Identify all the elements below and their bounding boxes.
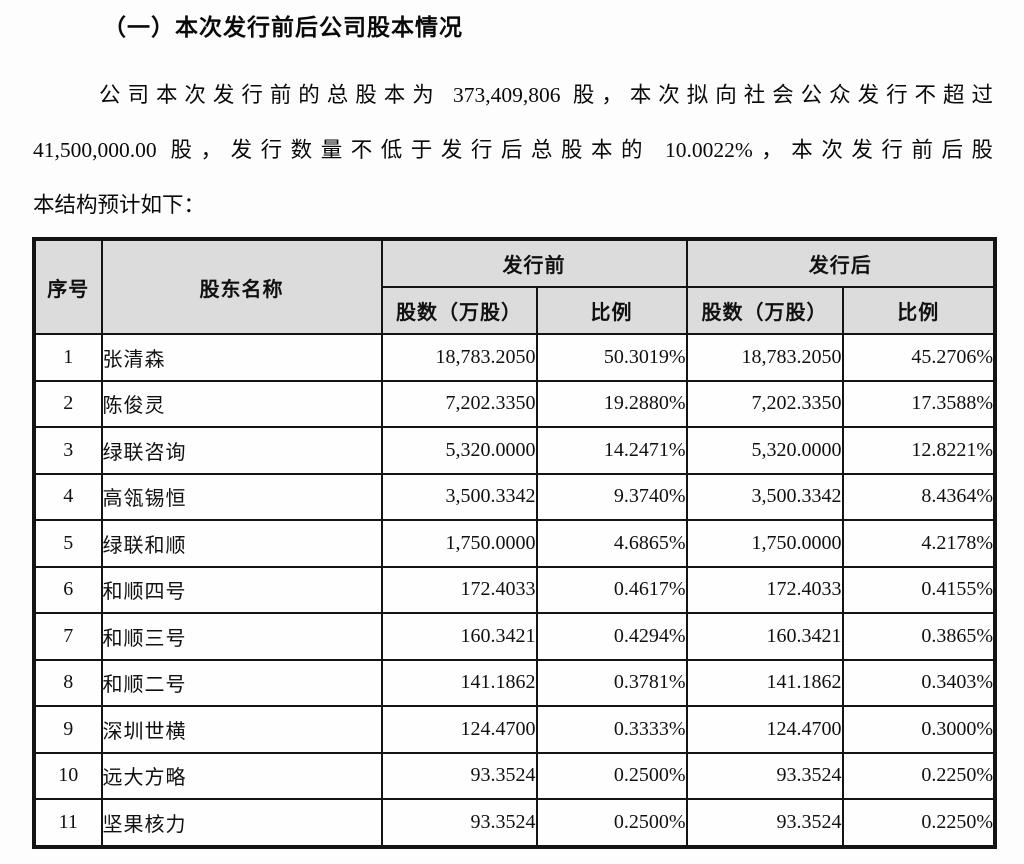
cell-shareholder-name: 和顺二号: [100, 658, 383, 707]
cell-shareholder-name: 坚果核力: [100, 798, 383, 847]
cell-shares-before: 18,783.2050: [380, 333, 538, 382]
cell-ratio-before: 4.6865%: [535, 519, 688, 568]
shareholder-row: 6 和顺四号 172.4033 0.4617% 172.4033 0.4155%: [33, 565, 996, 614]
cell-index: 4: [33, 472, 103, 521]
cell-shareholder-name: 和顺四号: [100, 565, 383, 614]
shareholder-row: 4 高瓴锡恒 3,500.3342 9.3740% 3,500.3342 8.4…: [33, 472, 996, 521]
cell-ratio-after: 0.2250%: [841, 751, 996, 800]
cell-shares-before: 3,500.3342: [380, 472, 538, 521]
shareholder-row: 11 坚果核力 93.3524 0.2500% 93.3524 0.2250%: [33, 798, 996, 847]
col-header-shares-before: 股数（万股）: [380, 286, 538, 335]
paragraph-line-2: 41,500,000.00 股，发行数量不低于发行后总股本的 10.0022%，…: [33, 138, 993, 162]
cell-shares-after: 93.3524: [685, 751, 844, 800]
col-group-before-issue: 发行前: [380, 238, 688, 288]
cell-index: 5: [33, 519, 103, 568]
cell-shares-before: 7,202.3350: [380, 379, 538, 428]
cell-ratio-before: 0.3333%: [535, 705, 688, 754]
paragraph-line-1: 公司本次发行前的总股本为 373,409,806 股，本次拟向社会公众发行不超过: [99, 83, 993, 107]
cell-shares-after: 3,500.3342: [685, 472, 844, 521]
cell-shares-after: 93.3524: [685, 798, 844, 847]
table-header-row-groups: 序号 股东名称 发行前 发行后: [33, 238, 996, 335]
col-group-after-issue: 发行后: [685, 238, 996, 288]
cell-shareholder-name: 和顺三号: [100, 612, 383, 661]
cell-ratio-before: 0.3781%: [535, 658, 688, 707]
cell-ratio-before: 14.2471%: [535, 426, 688, 475]
cell-shareholder-name: 绿联咨询: [100, 426, 383, 475]
cell-ratio-after: 0.3865%: [841, 612, 996, 661]
cell-shares-after: 5,320.0000: [685, 426, 844, 475]
cell-shares-before: 172.4033: [380, 565, 538, 614]
cell-ratio-after: 12.8221%: [841, 426, 996, 475]
cell-index: 10: [33, 751, 103, 800]
col-header-index: 序号: [33, 238, 103, 335]
cell-ratio-after: 0.3403%: [841, 658, 996, 707]
cell-shares-before: 160.3421: [380, 612, 538, 661]
cell-shares-before: 124.4700: [380, 705, 538, 754]
cell-index: 7: [33, 612, 103, 661]
col-header-ratio-before: 比例: [535, 286, 688, 335]
cell-ratio-after: 4.2178%: [841, 519, 996, 568]
cell-ratio-after: 0.3000%: [841, 705, 996, 754]
cell-ratio-before: 0.4617%: [535, 565, 688, 614]
cell-shares-after: 141.1862: [685, 658, 844, 707]
shareholder-row: 9 深圳世横 124.4700 0.3333% 124.4700 0.3000%: [33, 705, 996, 754]
cell-shareholder-name: 绿联和顺: [100, 519, 383, 568]
cell-index: 3: [33, 426, 103, 475]
cell-ratio-before: 9.3740%: [535, 472, 688, 521]
cell-ratio-before: 0.4294%: [535, 612, 688, 661]
section-heading: （一）本次发行前后公司股本情况: [103, 14, 463, 40]
share-structure-table: 序号 股东名称 发行前 发行后 股数（万股） 比例 股数（万股） 比例 1 张清…: [32, 237, 997, 849]
shareholder-row: 3 绿联咨询 5,320.0000 14.2471% 5,320.0000 12…: [33, 426, 996, 475]
cell-ratio-after: 17.3588%: [841, 379, 996, 428]
cell-index: 1: [33, 333, 103, 382]
intro-paragraph: 公司本次发行前的总股本为 373,409,806 股，本次拟向社会公众发行不超过…: [33, 68, 993, 233]
cell-index: 8: [33, 658, 103, 707]
col-header-shareholder: 股东名称: [100, 238, 383, 335]
cell-ratio-after: 0.4155%: [841, 565, 996, 614]
table-header: 序号 股东名称 发行前 发行后 股数（万股） 比例 股数（万股） 比例: [33, 238, 996, 335]
cell-index: 9: [33, 705, 103, 754]
col-header-shares-after: 股数（万股）: [685, 286, 844, 335]
cell-index: 2: [33, 379, 103, 428]
shareholder-row: 1 张清森 18,783.2050 50.3019% 18,783.2050 4…: [33, 333, 996, 382]
cell-ratio-after: 0.2250%: [841, 798, 996, 847]
cell-ratio-before: 0.2500%: [535, 751, 688, 800]
shareholder-row: 2 陈俊灵 7,202.3350 19.2880% 7,202.3350 17.…: [33, 379, 996, 428]
col-header-ratio-after: 比例: [841, 286, 996, 335]
cell-shareholder-name: 陈俊灵: [100, 379, 383, 428]
cell-shares-before: 5,320.0000: [380, 426, 538, 475]
cell-shares-after: 124.4700: [685, 705, 844, 754]
table-body: 1 张清森 18,783.2050 50.3019% 18,783.2050 4…: [33, 333, 996, 847]
cell-shareholder-name: 高瓴锡恒: [100, 472, 383, 521]
shareholder-row: 7 和顺三号 160.3421 0.4294% 160.3421 0.3865%: [33, 612, 996, 661]
shareholder-row: 5 绿联和顺 1,750.0000 4.6865% 1,750.0000 4.2…: [33, 519, 996, 568]
shareholder-row: 8 和顺二号 141.1862 0.3781% 141.1862 0.3403%: [33, 658, 996, 707]
cell-shareholder-name: 张清森: [100, 333, 383, 382]
cell-index: 6: [33, 565, 103, 614]
cell-shares-before: 141.1862: [380, 658, 538, 707]
cell-shareholder-name: 深圳世横: [100, 705, 383, 754]
paragraph-line-3: 本结构预计如下：: [33, 193, 206, 217]
cell-shares-before: 1,750.0000: [380, 519, 538, 568]
cell-shares-after: 172.4033: [685, 565, 844, 614]
cell-shares-after: 160.3421: [685, 612, 844, 661]
cell-shares-before: 93.3524: [380, 798, 538, 847]
cell-ratio-before: 50.3019%: [535, 333, 688, 382]
table-header-row-sub: 股数（万股） 比例 股数（万股） 比例: [35, 286, 996, 335]
cell-ratio-before: 0.2500%: [535, 798, 688, 847]
cell-ratio-after: 45.2706%: [841, 333, 996, 382]
shareholder-row: 10 远大方略 93.3524 0.2500% 93.3524 0.2250%: [33, 751, 996, 800]
cell-shareholder-name: 远大方略: [100, 751, 383, 800]
cell-shares-before: 93.3524: [380, 751, 538, 800]
cell-index: 11: [33, 798, 103, 847]
cell-shares-after: 1,750.0000: [685, 519, 844, 568]
cell-shares-after: 18,783.2050: [685, 333, 844, 382]
cell-ratio-before: 19.2880%: [535, 379, 688, 428]
cell-ratio-after: 8.4364%: [841, 472, 996, 521]
cell-shares-after: 7,202.3350: [685, 379, 844, 428]
